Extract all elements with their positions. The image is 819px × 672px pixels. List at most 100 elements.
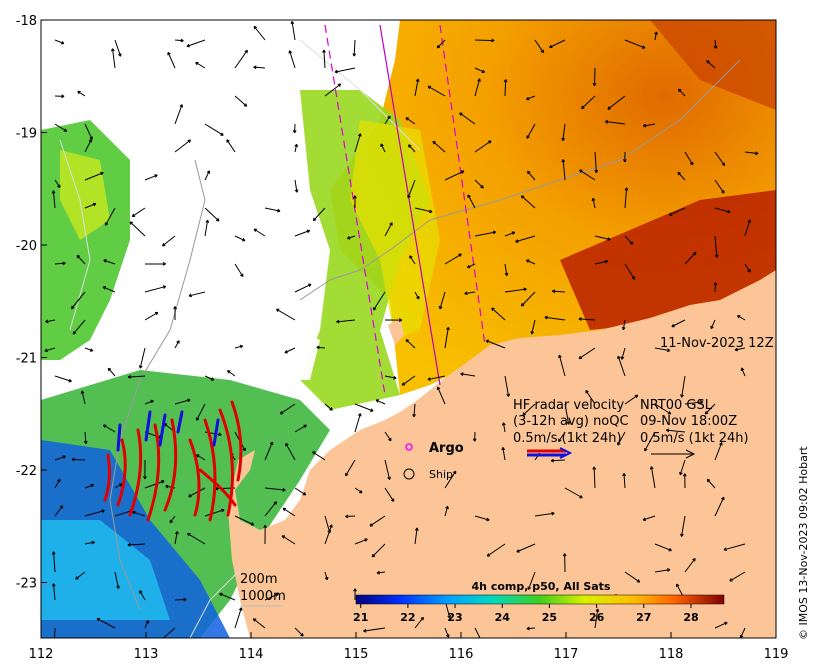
current-vector-arrow: [594, 235, 611, 241]
current-vector-arrow: [534, 39, 544, 54]
current-vector-arrow: [427, 375, 446, 381]
current-vector-arrow: [188, 487, 206, 498]
current-vector-arrow: [622, 473, 626, 489]
current-vector-arrow: [414, 207, 433, 214]
current-vector-arrow: [102, 424, 116, 433]
colorbar-gradient: [355, 594, 725, 605]
y-tick-label: -22: [16, 464, 37, 479]
current-vector-arrow: [144, 174, 158, 181]
current-vector-arrow: [561, 123, 566, 142]
current-vector-arrow: [77, 90, 86, 97]
current-vector-arrow: [526, 123, 536, 139]
satellite-track-2: [379, 24, 441, 386]
y-tick-label: -18: [16, 14, 37, 29]
current-vector-arrow: [294, 283, 312, 293]
current-vector-arrow: [677, 88, 686, 97]
current-vector-arrow: [354, 538, 368, 545]
current-vector-arrow: [436, 39, 446, 49]
current-vector-arrow: [525, 259, 536, 265]
current-vector-arrow: [84, 347, 94, 352]
current-vector-arrow: [474, 515, 490, 522]
current-vector-arrow: [444, 470, 457, 489]
current-vector-arrow: [369, 515, 386, 527]
current-vector-arrow: [654, 31, 658, 41]
current-vector-arrow: [376, 570, 386, 575]
current-vector-arrow: [504, 263, 509, 276]
current-vector-arrow: [474, 38, 495, 43]
current-vector-arrow: [76, 254, 86, 265]
current-vector-arrow: [680, 375, 686, 398]
plot-frame: [40, 19, 777, 639]
hot-sst-north: [650, 20, 776, 110]
current-vector-arrow: [144, 285, 167, 293]
current-vector-arrow: [522, 403, 536, 416]
current-vector-arrow: [706, 478, 716, 489]
current-vector-arrow: [373, 291, 386, 311]
current-vector-arrow: [84, 540, 95, 545]
contour-1000m: [59, 39, 421, 638]
current-vector-arrow: [713, 39, 718, 49]
x-tick-label: 114: [239, 647, 264, 662]
current-vector-arrow: [414, 78, 420, 97]
current-vector-arrow: [196, 454, 206, 461]
current-vector-arrow: [581, 95, 596, 110]
current-vector-arrow: [384, 459, 391, 481]
current-vector-arrow: [282, 507, 296, 517]
current-vector-arrow: [234, 515, 255, 526]
legend-title-line3: 0.5m/s (1kt 24h): [513, 431, 622, 446]
legend-argo-label: Argo: [429, 441, 464, 456]
satellite-track-3: [439, 24, 486, 346]
current-vector-arrow: [174, 597, 187, 602]
current-vector-arrow: [622, 151, 627, 163]
current-vector-arrow: [526, 170, 536, 181]
current-vector-arrow: [409, 255, 416, 265]
colorbar-tick-label: 21: [353, 611, 368, 624]
satellite-track-1: [324, 24, 386, 396]
colorbar-tick-label: 23: [447, 611, 462, 624]
current-vector-arrow: [127, 375, 146, 379]
current-vector-arrow: [467, 194, 476, 209]
current-vector-arrow: [624, 39, 646, 49]
colorbar-tick-label: 24: [495, 611, 511, 624]
current-vector-arrow: [253, 65, 266, 70]
current-vector-arrow: [227, 370, 236, 377]
current-vector-arrow: [162, 627, 176, 638]
current-vector-arrow: [527, 571, 536, 590]
argo-marker-icon: [405, 443, 413, 451]
current-vector-arrow: [72, 319, 86, 335]
current-vector-arrow: [294, 627, 304, 637]
current-vector-arrow: [143, 459, 147, 480]
cloud-gap-1: [130, 130, 300, 300]
current-vector-arrow: [324, 524, 333, 545]
current-vector-arrow: [188, 291, 206, 298]
current-vector-arrow: [253, 228, 266, 237]
current-vector-arrow: [263, 524, 268, 545]
current-vector-arrow: [84, 202, 97, 209]
current-vector-arrow: [464, 291, 476, 296]
current-vector-arrow: [460, 372, 476, 377]
current-vector-arrow: [226, 139, 236, 153]
current-vector-arrow: [438, 291, 446, 310]
legend-ship-label: Ship: [429, 468, 453, 481]
current-vector-arrow: [279, 403, 296, 415]
current-vector-arrow: [169, 515, 176, 524]
current-vector-arrow: [204, 170, 211, 181]
current-vector-arrow: [684, 400, 704, 405]
current-vector-arrow: [144, 261, 166, 266]
current-vector-arrow: [84, 171, 104, 181]
current-vector-arrow: [710, 319, 716, 330]
map-timestamp: 11-Nov-2023 12Z: [660, 336, 774, 351]
current-vector-arrow: [294, 229, 311, 237]
current-vector-arrow: [284, 347, 296, 354]
current-vector-arrow: [624, 394, 639, 405]
current-vector-arrow: [84, 483, 95, 489]
legend-radar-arrow-icon: [527, 447, 573, 459]
current-vector-arrow: [679, 459, 686, 476]
current-vector-arrow: [592, 67, 597, 86]
current-vector-arrow: [474, 627, 481, 638]
current-vector-arrow: [485, 339, 506, 349]
current-vector-arrow: [474, 67, 486, 74]
current-vector-arrow: [405, 339, 416, 349]
current-vector-arrow: [744, 151, 759, 156]
current-vector-arrow: [624, 235, 634, 245]
